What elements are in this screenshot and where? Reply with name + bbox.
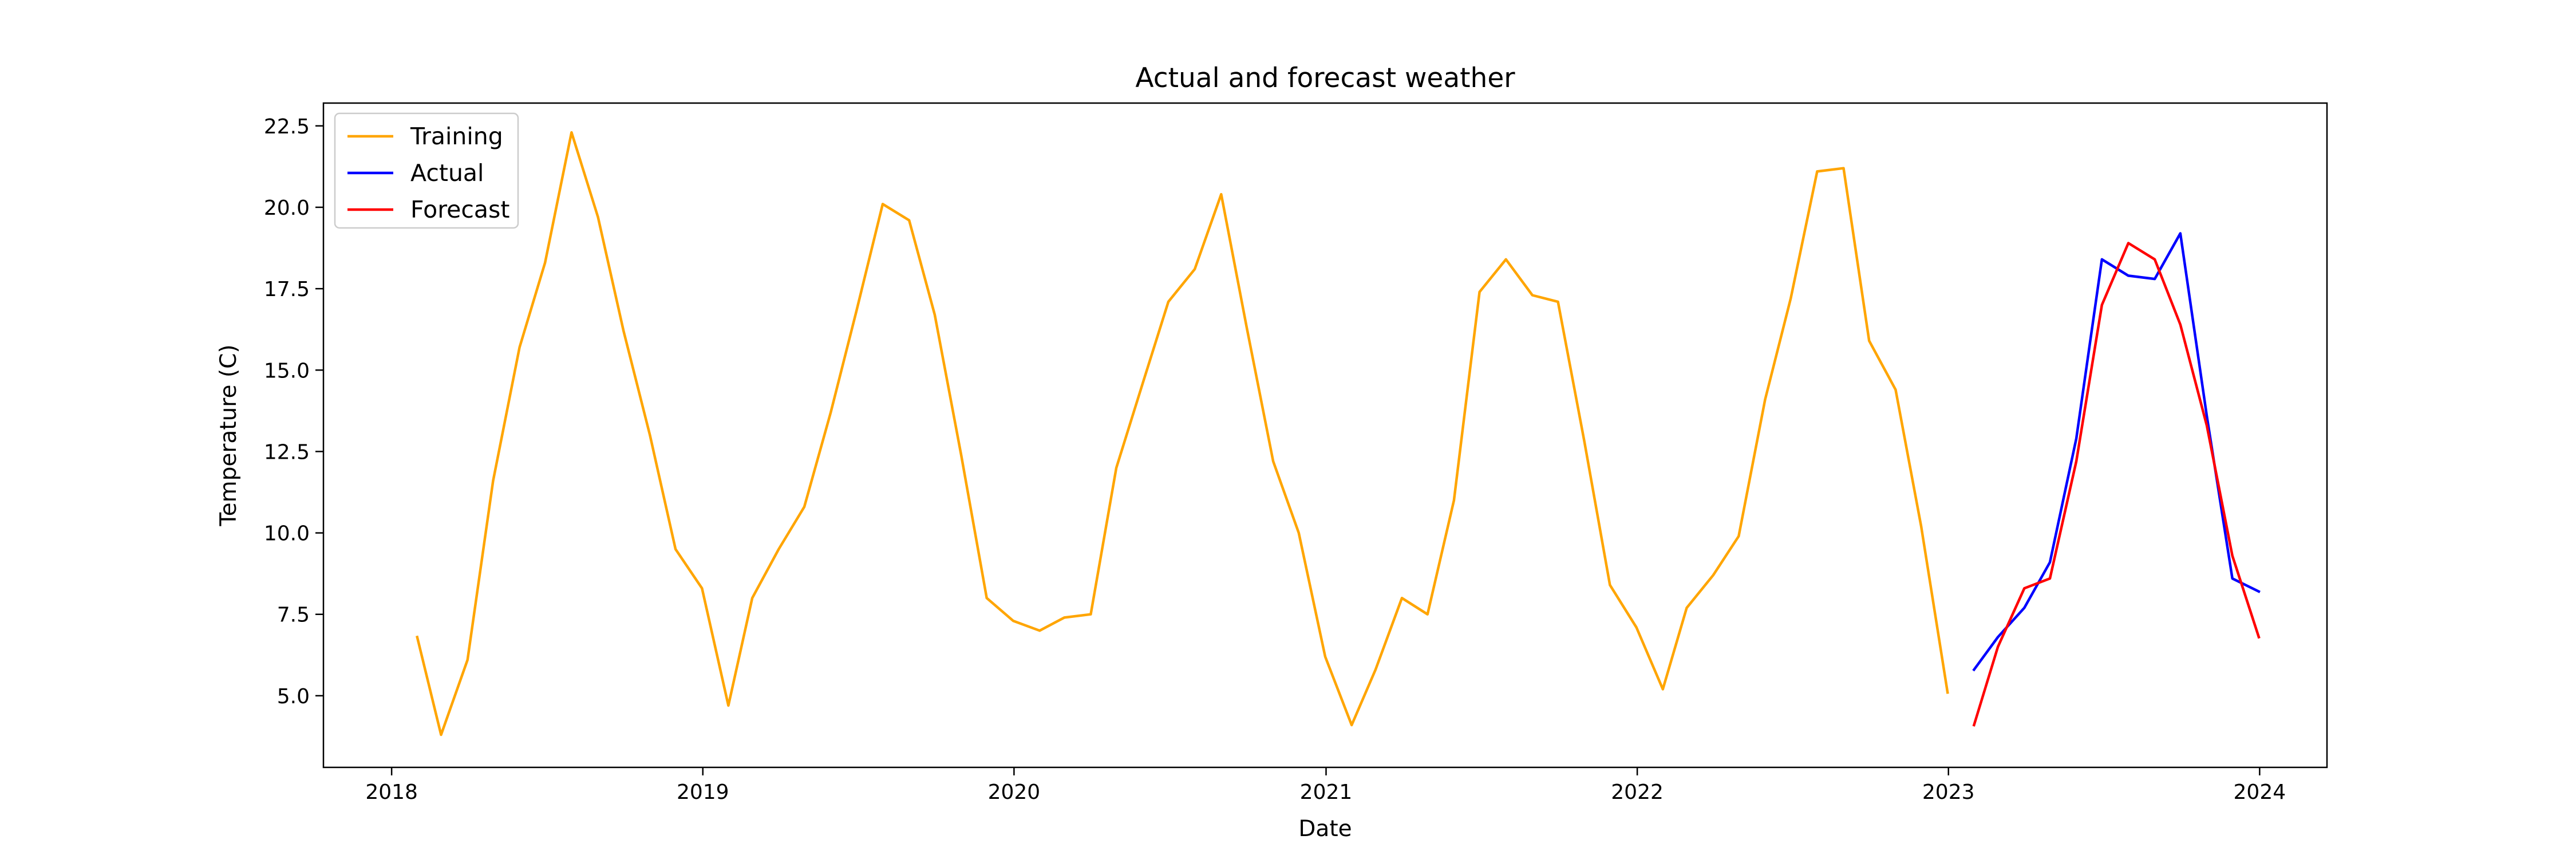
y-tick-label: 5.0 [277, 685, 310, 708]
y-axis: 5.0 7.5 10.0 12.5 15.0 17.5 20.0 22.5 [264, 115, 323, 708]
y-tick-label: 17.5 [264, 278, 310, 301]
legend-box [334, 112, 519, 229]
chart-title: Actual and forecast weather [1135, 62, 1515, 94]
series-line-training [416, 131, 1949, 736]
x-axis-label: Date [1298, 816, 1352, 842]
x-tick-label: 2023 [1922, 781, 1975, 804]
y-tick-label: 10.0 [264, 522, 310, 546]
y-tick-label: 7.5 [277, 604, 310, 627]
x-tick-label: 2024 [2234, 781, 2286, 804]
legend-label: Actual [410, 159, 484, 187]
x-axis: 2018 2019 2020 2021 2022 2023 2024 [365, 767, 2286, 804]
legend: Training Actual Forecast [334, 112, 519, 229]
legend-label: Forecast [410, 196, 510, 223]
y-tick-label: 12.5 [264, 440, 310, 464]
x-tick-label: 2019 [677, 781, 729, 804]
plot-area [416, 131, 2261, 736]
plot-frame [322, 102, 2328, 769]
y-tick-label: 20.0 [264, 196, 310, 220]
x-tick-label: 2022 [1611, 781, 1664, 804]
y-tick-label: 22.5 [264, 115, 310, 139]
x-tick-label: 2021 [1300, 781, 1353, 804]
y-axis-label: Temperature (C) [216, 344, 242, 526]
x-tick-label: 2018 [365, 781, 418, 804]
legend-label: Training [410, 123, 503, 150]
series-line-forecast [1972, 242, 2261, 727]
x-tick-label: 2020 [988, 781, 1041, 804]
y-tick-label: 15.0 [264, 359, 310, 383]
